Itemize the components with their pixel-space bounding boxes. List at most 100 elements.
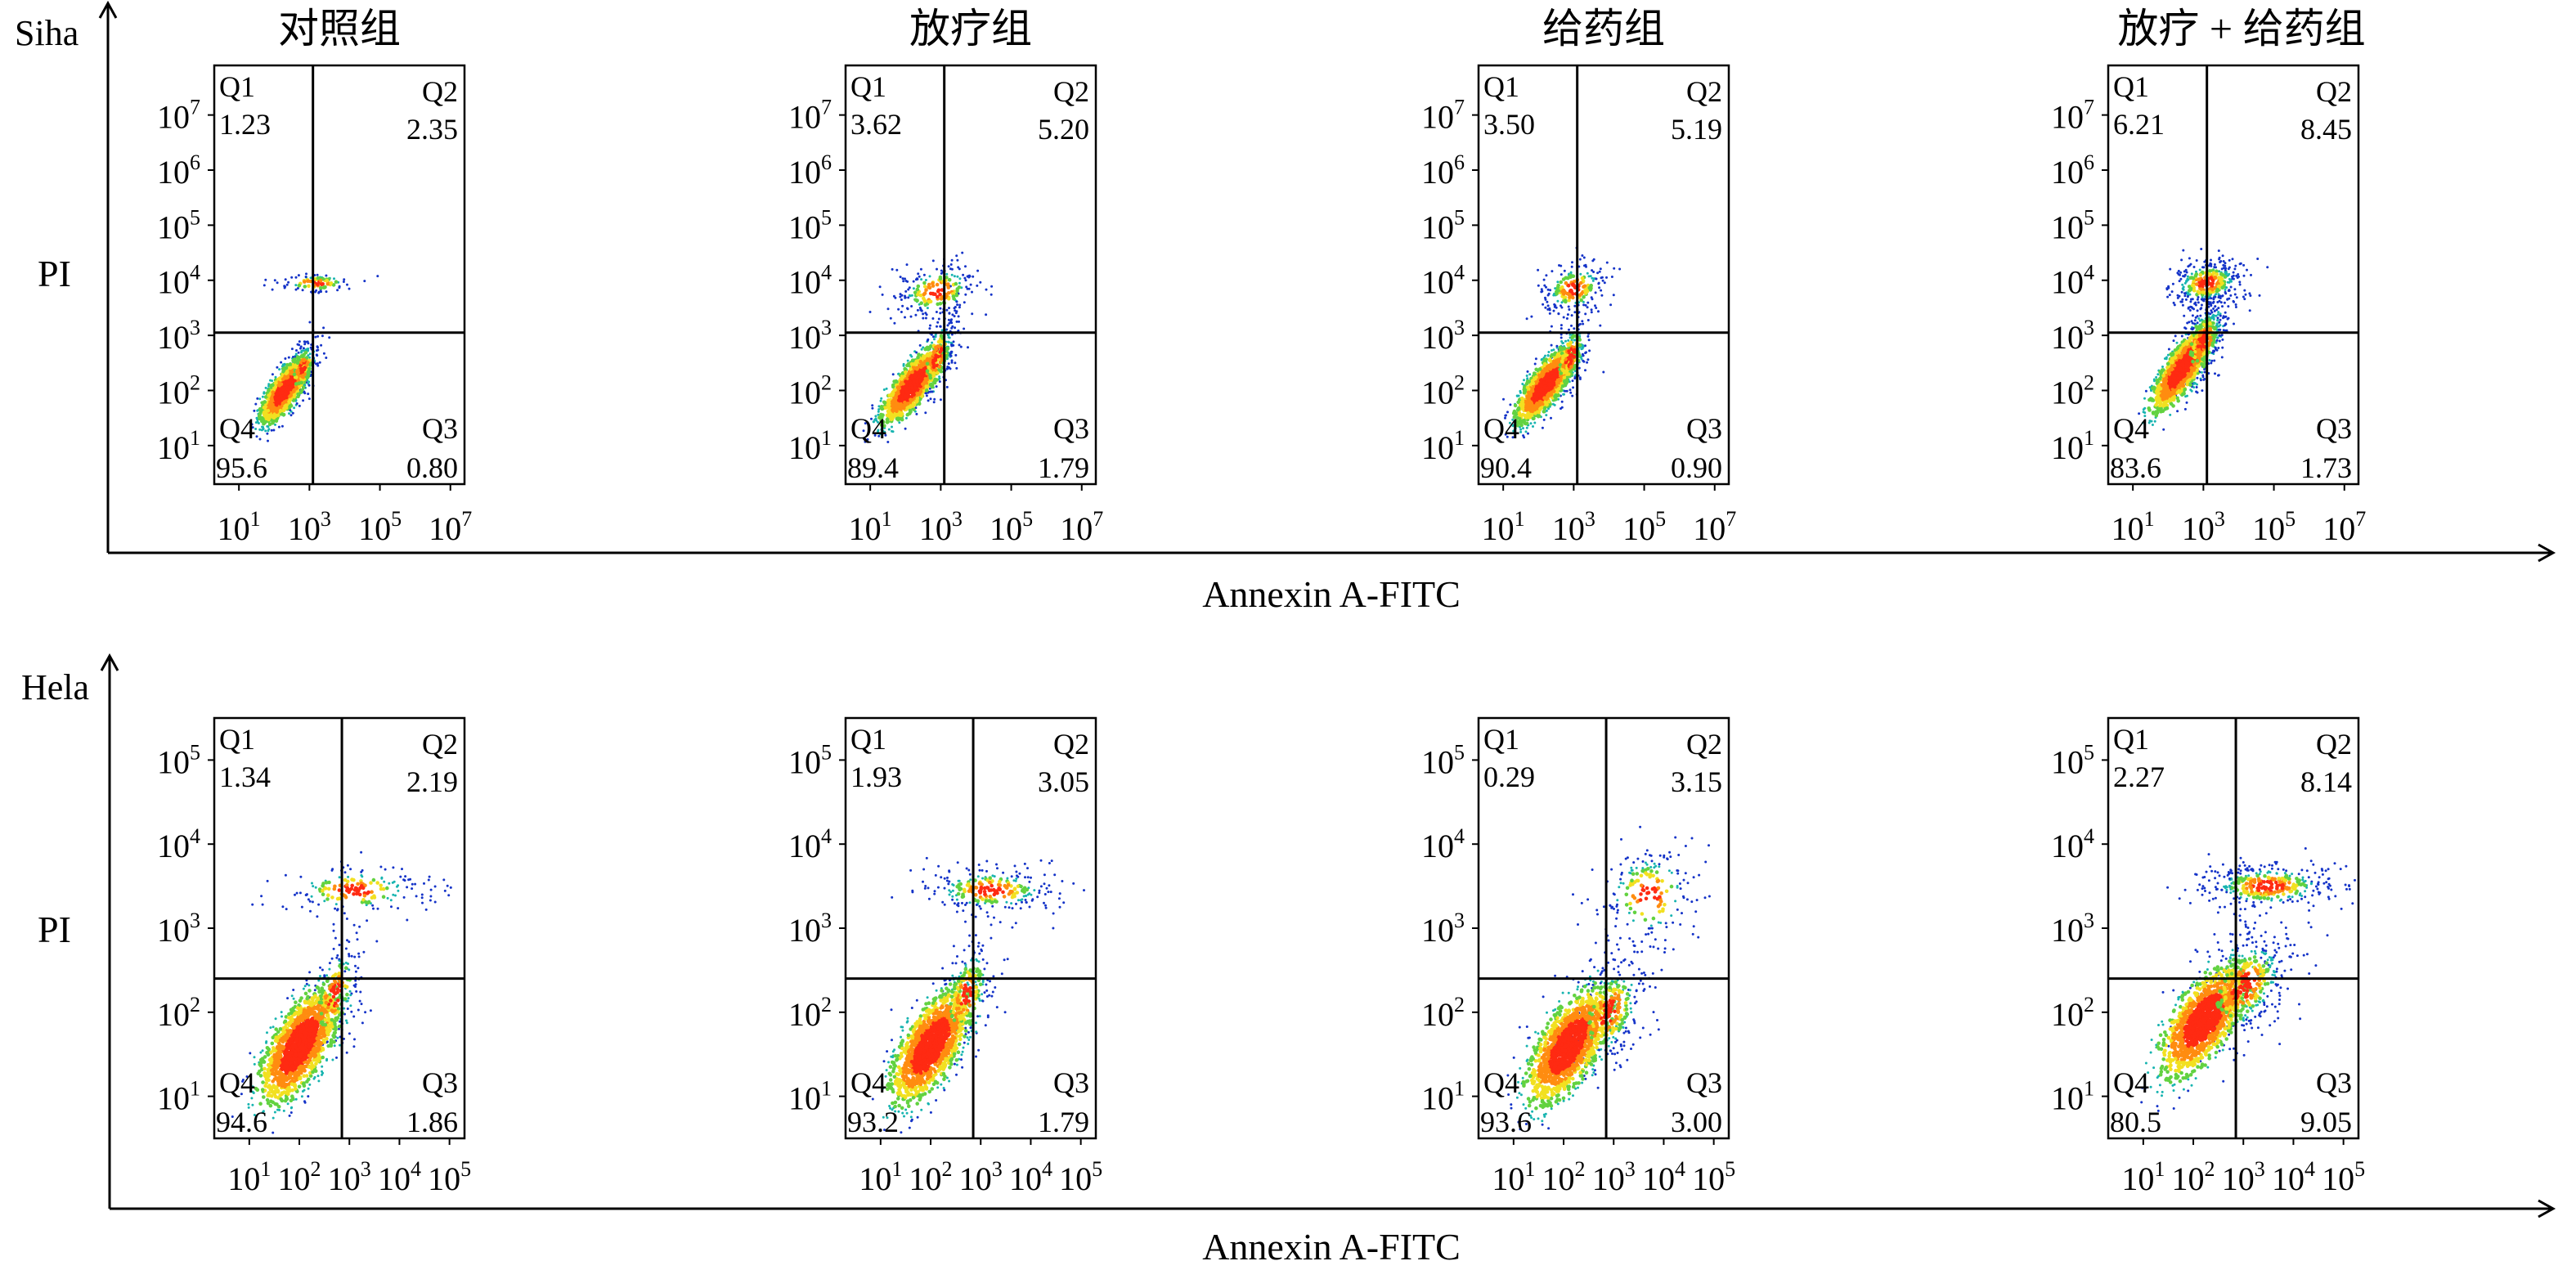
- event-dot: [1609, 303, 1613, 307]
- event-dot: [1541, 426, 1544, 429]
- event-dot: [891, 425, 893, 429]
- event-dot: [284, 371, 289, 375]
- event-dot: [363, 280, 366, 283]
- event-dot: [1533, 411, 1537, 415]
- y-tick-label: 105: [788, 205, 832, 245]
- event-dot: [1569, 391, 1573, 394]
- event-dot: [1546, 294, 1550, 297]
- event-dot: [301, 349, 304, 352]
- event-dot: [278, 408, 283, 413]
- y-tick-label: 101: [157, 426, 200, 466]
- event-dot: [914, 313, 918, 316]
- event-dot: [1551, 380, 1556, 385]
- event-dot: [932, 401, 936, 404]
- y-tick-label: 104: [788, 261, 832, 301]
- event-dot: [263, 284, 266, 287]
- event-dot: [882, 401, 887, 405]
- event-dot: [295, 349, 298, 352]
- event-dot: [918, 343, 922, 347]
- event-dot: [262, 405, 267, 410]
- event-dot: [895, 268, 899, 272]
- event-dot: [258, 438, 262, 441]
- event-dot: [257, 422, 260, 424]
- event-dot: [916, 284, 921, 289]
- event-dot: [254, 428, 258, 430]
- event-dot: [915, 287, 920, 292]
- event-dot: [1605, 261, 1609, 264]
- event-dot: [1560, 324, 1563, 327]
- event-dot: [924, 279, 927, 281]
- event-dot: [895, 416, 900, 421]
- event-dot: [1527, 391, 1532, 396]
- event-dot: [1578, 378, 1582, 380]
- event-dot: [1519, 428, 1523, 431]
- event-dot: [296, 370, 301, 375]
- event-dot: [976, 284, 979, 287]
- event-dot: [325, 278, 330, 283]
- event-dot: [276, 392, 280, 396]
- event-dot: [288, 412, 290, 415]
- event-dot: [934, 335, 937, 339]
- event-dot: [1590, 308, 1593, 312]
- event-dot: [1556, 379, 1561, 383]
- event-dot: [1516, 394, 1519, 397]
- x-tick-label: 107: [1060, 507, 1103, 547]
- event-dot: [1548, 308, 1551, 312]
- event-dot: [895, 385, 900, 389]
- event-dot: [262, 425, 264, 429]
- event-dot: [950, 273, 954, 276]
- event-dot: [908, 294, 911, 297]
- event-dot: [924, 384, 928, 388]
- event-dot: [1579, 272, 1582, 276]
- event-dot: [990, 285, 994, 288]
- event-dot: [1533, 421, 1537, 424]
- event-dot: [256, 397, 259, 400]
- event-dot: [904, 316, 906, 319]
- event-dot: [1524, 407, 1528, 412]
- q3-value: 1.79: [1038, 451, 1089, 484]
- event-dot: [1595, 307, 1598, 309]
- event-dot: [927, 282, 931, 287]
- event-dot: [260, 401, 265, 405]
- event-dot: [254, 421, 258, 424]
- x-tick-label: 105: [990, 507, 1033, 547]
- event-dot: [950, 326, 954, 330]
- event-dot: [935, 385, 938, 388]
- event-dot: [308, 356, 312, 359]
- event-dot: [275, 410, 279, 415]
- y-tick-label: 103: [788, 316, 832, 356]
- event-dot: [1567, 305, 1570, 308]
- event-dot: [950, 361, 954, 364]
- event-dot: [304, 348, 307, 352]
- event-dot: [910, 386, 914, 390]
- event-dot: [271, 288, 274, 291]
- event-dot: [963, 276, 967, 280]
- event-dot: [907, 296, 910, 299]
- q1-label: Q1: [219, 70, 255, 103]
- event-dot: [287, 386, 292, 390]
- event-dot: [1544, 298, 1547, 301]
- event-dot: [889, 316, 892, 320]
- event-dot: [919, 301, 923, 306]
- event-dot: [1542, 361, 1547, 366]
- event-dot: [910, 370, 914, 375]
- event-dot: [267, 425, 270, 429]
- event-dot: [928, 327, 931, 330]
- event-dot: [910, 358, 915, 363]
- event-dot: [1546, 304, 1550, 307]
- event-dot: [912, 287, 915, 290]
- q4-value: 95.6: [216, 451, 267, 484]
- event-dot: [266, 409, 271, 413]
- event-dot: [316, 273, 319, 276]
- q3-value: 0.80: [406, 451, 458, 484]
- q2-label: Q2: [1053, 75, 1089, 108]
- event-dot: [1537, 367, 1542, 371]
- event-dot: [896, 398, 901, 402]
- event-dot: [879, 406, 883, 411]
- event-dot: [1538, 378, 1543, 383]
- event-dot: [251, 426, 254, 429]
- event-dot: [956, 258, 959, 262]
- event-dot: [1582, 359, 1585, 362]
- event-dot: [291, 358, 295, 363]
